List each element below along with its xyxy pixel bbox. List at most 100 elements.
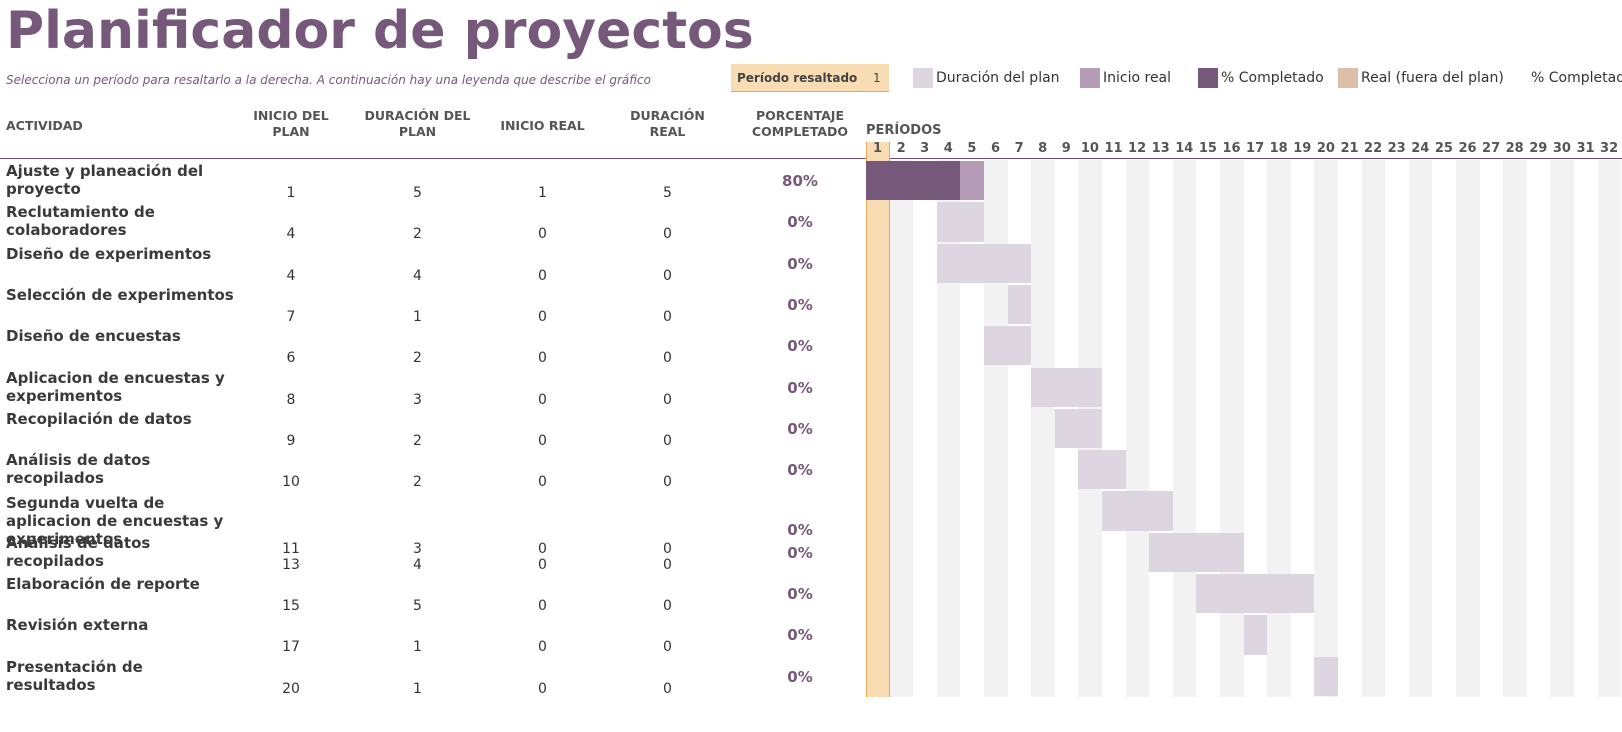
percent-complete-value[interactable]: 0% <box>787 378 813 397</box>
period-column <box>1243 160 1268 697</box>
period-number: 17 <box>1246 141 1265 156</box>
plan-duration-value[interactable]: 1 <box>413 639 422 656</box>
actual-duration-value[interactable]: 0 <box>663 226 672 243</box>
plan-duration-bar <box>984 326 1032 366</box>
plan-duration-value[interactable]: 1 <box>413 680 422 697</box>
plan-start-value[interactable]: 8 <box>286 391 296 408</box>
header-actual-duration: DURACIÓN REAL <box>630 108 705 139</box>
percent-complete-value[interactable]: 0% <box>787 626 813 645</box>
legend-swatch <box>1338 68 1358 88</box>
actual-start-value[interactable]: 0 <box>538 639 547 656</box>
plan-duration-bar <box>1078 450 1126 490</box>
actual-duration-value[interactable]: 0 <box>663 391 672 408</box>
percent-complete-value[interactable]: 0% <box>787 461 813 480</box>
period-column <box>984 160 1008 697</box>
activity-name[interactable]: Revisión externa <box>6 616 149 635</box>
actual-duration-value[interactable]: 0 <box>663 308 672 325</box>
plan-start-value[interactable]: 10 <box>282 474 300 491</box>
plan-duration-value[interactable]: 1 <box>413 308 422 325</box>
activity-name[interactable]: Recopilación de datos <box>6 409 192 428</box>
header-periods: PERÍODOS <box>866 123 942 138</box>
plan-start-value[interactable]: 15 <box>282 598 300 614</box>
actual-start-value[interactable]: 0 <box>538 598 547 614</box>
percent-complete-value[interactable]: 0% <box>787 419 813 438</box>
plan-duration-value[interactable]: 4 <box>413 267 422 284</box>
actual-start-value[interactable]: 0 <box>538 432 547 449</box>
percent-complete-value[interactable]: 0% <box>787 667 813 686</box>
percent-complete-value[interactable]: 0% <box>787 337 813 356</box>
period-number: 13 <box>1151 141 1170 156</box>
plan-start-value[interactable]: 11 <box>282 541 300 558</box>
legend-label: Inicio real <box>1103 70 1172 86</box>
activity-name[interactable]: Reclutamiento de colaboradores <box>6 203 155 240</box>
period-number: 21 <box>1340 141 1359 156</box>
actual-start-value[interactable]: 0 <box>538 474 547 491</box>
plan-start-value[interactable]: 9 <box>286 432 296 449</box>
actual-duration-value[interactable]: 0 <box>663 598 672 614</box>
activity-name[interactable]: Selección de experimentos <box>6 285 234 304</box>
actual-duration-value[interactable]: 5 <box>663 185 672 201</box>
actual-start-value[interactable]: 0 <box>538 350 547 367</box>
plan-start-value[interactable]: 20 <box>282 680 300 697</box>
actual-duration-value[interactable]: 0 <box>663 639 672 656</box>
plan-duration-value[interactable]: 5 <box>413 598 422 614</box>
activity-name[interactable]: Elaboración de reporte <box>6 575 200 593</box>
actual-duration-value[interactable]: 0 <box>663 350 672 367</box>
actual-start-value[interactable]: 0 <box>538 541 547 558</box>
activity-name[interactable]: Análisis de datos recopilados <box>6 533 151 570</box>
activity-name[interactable]: Diseño de encuestas <box>6 327 181 346</box>
actual-duration-value[interactable]: 0 <box>663 432 672 449</box>
plan-duration-value[interactable]: 4 <box>413 556 422 573</box>
plan-duration-value[interactable]: 5 <box>413 185 422 201</box>
activity-name[interactable]: Segunda vuelta de aplicacion de encuesta… <box>6 494 224 549</box>
instructions-text: Selecciona un período para resaltarlo a … <box>6 73 651 87</box>
plan-duration-value[interactable]: 3 <box>413 541 422 558</box>
plan-duration-value[interactable]: 2 <box>413 432 422 449</box>
plan-start-value[interactable]: 6 <box>286 350 296 367</box>
plan-duration-value[interactable]: 2 <box>413 350 422 367</box>
header-plan-start: INICIO DEL PLAN <box>253 108 329 139</box>
period-column <box>1479 160 1504 697</box>
percent-complete-value[interactable]: 0% <box>787 521 813 540</box>
plan-duration-value[interactable]: 3 <box>413 391 422 408</box>
percent-complete-value[interactable]: 0% <box>787 254 813 273</box>
header-actual-start: INICIO REAL <box>500 118 585 133</box>
actual-duration-value[interactable]: 0 <box>663 556 672 573</box>
actual-duration-value[interactable]: 0 <box>663 267 672 284</box>
activity-name[interactable]: Ajuste y planeación del proyecto <box>6 162 204 198</box>
actual-start-value[interactable]: 1 <box>538 185 547 201</box>
plan-duration-value[interactable]: 2 <box>413 474 422 491</box>
actual-start-value[interactable]: 0 <box>538 556 547 573</box>
percent-complete-bar <box>866 161 961 201</box>
percent-complete-value[interactable]: 80% <box>782 172 818 190</box>
period-number: 10 <box>1080 141 1099 156</box>
percent-complete-value[interactable]: 0% <box>787 543 813 562</box>
plan-start-value[interactable]: 7 <box>286 308 296 325</box>
actual-start-value[interactable]: 0 <box>538 226 547 243</box>
actual-start-value[interactable]: 0 <box>538 391 547 408</box>
plan-start-value[interactable]: 17 <box>282 639 300 656</box>
actual-start-value[interactable]: 0 <box>538 267 547 284</box>
actual-duration-value[interactable]: 0 <box>663 680 672 697</box>
plan-start-value[interactable]: 1 <box>286 185 296 201</box>
plan-start-value[interactable]: 4 <box>286 226 296 243</box>
percent-complete-value[interactable]: 0% <box>787 213 813 232</box>
actual-start-value[interactable]: 0 <box>538 680 547 697</box>
plan-start-value[interactable]: 13 <box>282 556 300 573</box>
activity-name[interactable]: Aplicacion de encuestas y experimentos <box>6 368 225 405</box>
percent-complete-value[interactable]: 0% <box>787 585 813 603</box>
period-number: 12 <box>1128 141 1147 156</box>
activity-name[interactable]: Diseño de experimentos <box>6 244 212 263</box>
plan-duration-value[interactable]: 2 <box>413 226 422 243</box>
highlight-period-selector[interactable]: Período resaltado 1 <box>731 64 889 92</box>
activity-name[interactable]: Presentación de resultados <box>6 657 143 694</box>
actual-start-value[interactable]: 0 <box>538 308 547 325</box>
highlight-period-value[interactable]: 1 <box>873 71 881 85</box>
period-number: 19 <box>1293 141 1312 156</box>
plan-start-value[interactable]: 4 <box>286 267 296 284</box>
percent-complete-value[interactable]: 0% <box>787 295 813 314</box>
actual-duration-value[interactable]: 0 <box>663 474 672 491</box>
actual-duration-value[interactable]: 0 <box>663 541 672 558</box>
period-number: 2 <box>896 141 906 156</box>
activity-name[interactable]: Análisis de datos recopilados <box>6 451 151 488</box>
